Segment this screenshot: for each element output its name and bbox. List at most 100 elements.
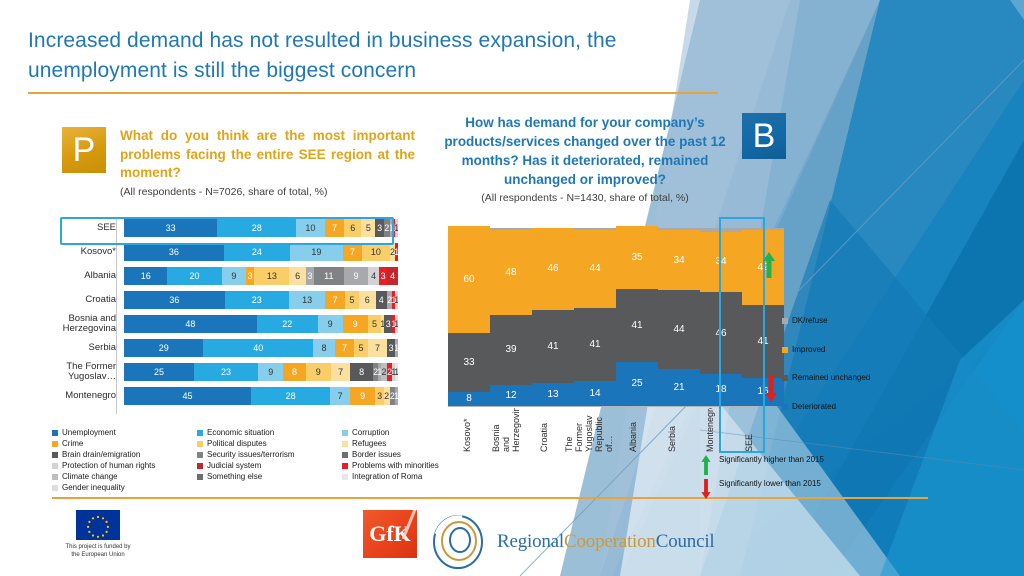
- demand-category-label: Albania: [614, 408, 653, 452]
- rcc-word-council: Council: [655, 531, 715, 552]
- demand-bar-segment: 41: [616, 288, 658, 362]
- problem-bar-segment: 10: [362, 243, 390, 261]
- legend-label: Protection of human rights: [62, 461, 156, 470]
- legend-swatch-icon: [342, 462, 348, 469]
- eu-flag-icon: [76, 510, 120, 540]
- demand-bar-column: 60 33 8: [448, 218, 490, 406]
- question-left-text: What do you think are the most important…: [120, 128, 415, 180]
- demand-bar-segment: 21: [658, 368, 700, 406]
- problem-bar-segment: 23: [193, 363, 259, 381]
- demand-bar-column: 35 41 25: [616, 218, 658, 406]
- problem-bar-segment: 1: [395, 315, 398, 333]
- problem-bar-segment: 1: [395, 291, 398, 309]
- problem-row-label: SEE: [96, 221, 116, 233]
- problem-bar-segment: 10: [296, 219, 325, 237]
- legend-item: Something else: [197, 472, 342, 481]
- demand-chart-legend: DK/refuse Improved Remained unchanged Deter…: [782, 316, 892, 430]
- legend-label: Security issues/terrorism: [207, 450, 295, 459]
- demand-bar-segment: 41: [742, 304, 784, 378]
- problem-bar-segment: 7: [342, 243, 363, 261]
- demand-category-label-text: The Former Yugoslav Republic of…: [563, 415, 614, 452]
- demand-legend-label: DK/refuse: [792, 316, 828, 325]
- problem-bar-segment: 7: [325, 291, 345, 309]
- problem-bar-row: Albania 16 20 9 3 13 6 3 11 9 4 3 4: [58, 266, 398, 286]
- problem-bar-segment: 1: [378, 363, 382, 381]
- problem-bar-segment: 2: [372, 363, 379, 381]
- question-badge-b: B: [742, 113, 786, 159]
- legend-label: Problems with minorities: [352, 461, 439, 470]
- demand-bar-segment: 1: [658, 228, 700, 230]
- problem-bar-segment: 13: [288, 291, 326, 309]
- problem-bar-segment: 1: [381, 315, 385, 333]
- problem-bar-segment: 1: [392, 291, 396, 309]
- problem-bar-segment: 1: [392, 363, 396, 381]
- problem-bar-segment: 9: [317, 315, 343, 333]
- problem-bar-segment: 3: [387, 339, 396, 357]
- legend-label: Crime: [62, 439, 84, 448]
- page-title-text: Increased demand has not resulted in bus…: [28, 29, 617, 82]
- rcc-word-cooperation: Cooperation: [564, 531, 656, 552]
- problem-bar-segment: 1: [392, 315, 396, 333]
- legend-item: Problems with minorities: [342, 461, 444, 470]
- problem-row-label: Serbia: [88, 341, 116, 353]
- legend-item: Crime: [52, 439, 197, 448]
- problem-bar-segment: 1: [395, 339, 398, 357]
- problem-bar-segment: 11: [313, 267, 344, 285]
- demand-bar-segment: 1: [490, 228, 532, 230]
- problem-row-bar: 36 23 13 7 5 6 4 2 1 1: [124, 291, 398, 309]
- legend-item: Corruption: [342, 428, 444, 437]
- demand-legend-label: Improved: [792, 344, 826, 354]
- legend-swatch-icon: [197, 429, 203, 436]
- problem-bar-segment: 1: [395, 363, 398, 381]
- problem-bar-segment: 1: [395, 387, 398, 405]
- problem-bar-segment: 9: [305, 363, 331, 381]
- demand-category-label-text: Serbia: [666, 425, 677, 452]
- demand-bar: 1344421: [658, 228, 700, 406]
- problem-bar-segment: 3: [246, 267, 255, 285]
- problem-bar-segment: 16: [124, 267, 168, 285]
- problem-bar-segment: 22: [256, 315, 318, 333]
- demand-legend-label: Remained unchanged: [792, 373, 871, 382]
- legend-label: Border issues: [352, 450, 401, 459]
- arrow-down-icon: [701, 479, 711, 499]
- problem-bar-segment: 1: [389, 219, 393, 237]
- demand-bar-segment: 48: [490, 229, 532, 316]
- legend-item: Refugees: [342, 439, 444, 448]
- eu-caption-line1: This project is funded by: [65, 544, 131, 550]
- eu-caption-line2: the European Union: [71, 552, 125, 558]
- question-left-subtitle: (All respondents - N=7026, share of tota…: [120, 185, 328, 198]
- legend-label: Integration of Roma: [352, 472, 423, 481]
- problem-bar-segment: 6: [344, 219, 362, 237]
- legend-swatch-icon: [342, 451, 348, 458]
- demand-bar: 1444114: [574, 228, 616, 406]
- problem-bar-segment: 19: [290, 243, 343, 261]
- problem-bar-segment: 8: [313, 339, 335, 357]
- demand-bar-segment: 12: [490, 384, 532, 406]
- significance-note-higher-text: Significantly higher than 2015: [719, 455, 824, 464]
- significant-higher-arrow-icon: [762, 252, 776, 283]
- demand-bar-segment: 13: [532, 382, 574, 406]
- demand-bar-segment: 34: [700, 231, 742, 293]
- legend-item: Gender inequality: [52, 483, 197, 492]
- legend-label: Corruption: [352, 428, 390, 437]
- demand-legend-swatch-icon: [782, 403, 788, 410]
- legend-swatch-icon: [342, 440, 348, 447]
- legend-item: Political disputes: [197, 439, 342, 448]
- demand-category-label-text: Kosovo*: [462, 418, 473, 452]
- demand-category-label: Montenegro: [691, 408, 730, 452]
- question-badge-p: P: [62, 127, 106, 173]
- demand-bar-column: 46 41 13: [532, 218, 574, 406]
- legend-label: Climate change: [62, 472, 118, 481]
- problem-bar-segment: 29: [124, 339, 204, 357]
- legend-item: Border issues: [342, 450, 444, 459]
- demand-legend-item: Remained unchanged: [782, 373, 892, 383]
- problem-row-bar: 16 20 9 3 13 6 3 11 9 4 3 4: [124, 267, 398, 285]
- legend-swatch-icon: [52, 451, 58, 458]
- question-block-right: How has demand for your company’s produc…: [440, 113, 800, 204]
- problem-bar-segment: 8: [350, 363, 373, 381]
- problem-bar-segment: 7: [334, 339, 355, 357]
- significance-note-higher: Significantly higher than 2015: [700, 455, 885, 475]
- demand-bar-segment: 60: [448, 226, 490, 334]
- legend-spacer: [197, 483, 342, 492]
- legend-item: Security issues/terrorism: [197, 450, 342, 459]
